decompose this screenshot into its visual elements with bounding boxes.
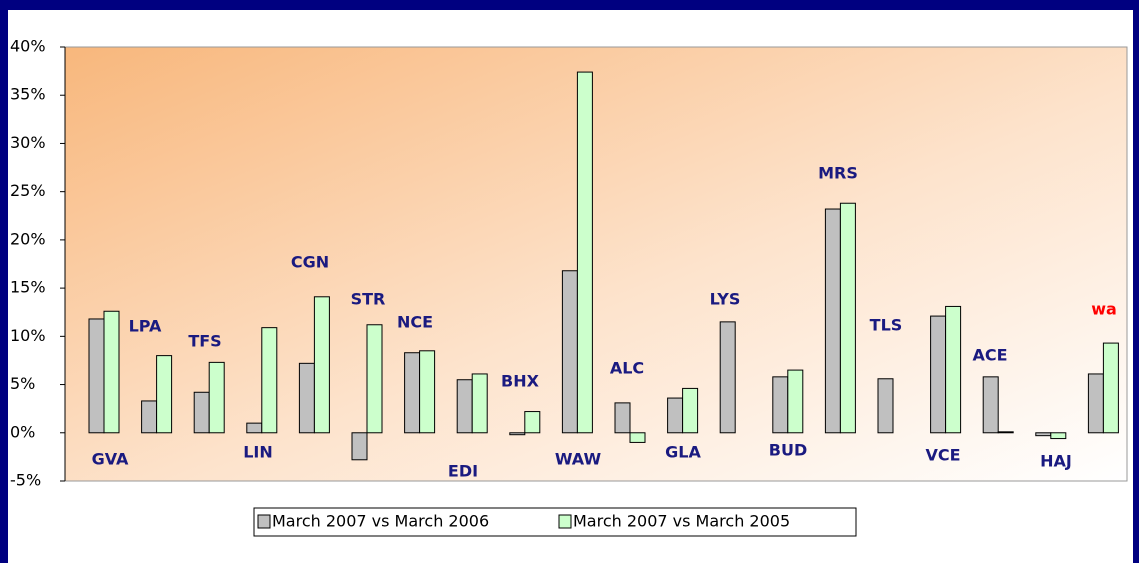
category-label: ACE [972,346,1007,365]
category-label: MRS [818,164,858,183]
category-label: TFS [188,332,221,351]
bar [561,270,578,434]
y-tick-label: 5% [10,374,35,393]
category-label: NCE [397,313,433,332]
category-label: GLA [665,443,701,462]
frame-right [1133,0,1139,563]
bar [156,355,173,434]
legend-label: March 2007 vs March 2006 [272,512,489,531]
bar [945,305,962,434]
category-label: HAJ [1040,452,1072,471]
bar [404,352,421,434]
bar [667,397,684,434]
bar [997,431,1014,434]
category-label: ALC [610,359,644,378]
bar [366,324,383,434]
bar [982,376,999,434]
y-tick-label: 35% [10,85,46,104]
category-label: wa [1091,300,1117,319]
bar [1035,432,1052,437]
bar [246,422,263,434]
y-tick-label: 40% [10,37,46,56]
category-label: STR [351,290,386,309]
bar [103,310,120,434]
y-tick-label: -5% [10,471,41,490]
category-label: BUD [769,441,807,460]
y-tick-label: 0% [10,422,35,441]
category-label: WAW [555,450,602,469]
bar [839,202,856,434]
y-tick-label: 15% [10,278,46,297]
frame-left [0,0,8,563]
bar [524,411,541,434]
category-label: GVA [92,450,129,469]
category-label: LPA [129,317,162,336]
category-label: VCE [925,446,960,465]
bar [208,361,225,434]
category-label: TLS [870,316,903,335]
bar [1102,342,1119,434]
bar [313,296,330,434]
bar [877,378,894,434]
bar [930,315,947,434]
bar [419,350,436,434]
bar [509,432,526,436]
bar [787,369,804,434]
y-tick-label: 30% [10,133,46,152]
bar [298,362,315,434]
category-label: CGN [291,253,329,272]
bar [193,391,210,434]
bar [824,208,841,434]
y-tick-label: 25% [10,181,46,200]
legend [253,507,857,537]
category-label: LYS [710,290,741,309]
category-label: BHX [501,372,540,391]
bar [629,432,646,443]
bar [261,327,278,434]
bar [719,321,736,434]
bar [576,71,593,434]
bar [88,318,105,434]
category-label: EDI [448,462,478,481]
bar [351,432,368,461]
frame-top [0,0,1139,10]
bar [471,373,488,434]
bar [1087,373,1104,434]
category-label: LIN [243,443,273,462]
y-tick-label: 10% [10,326,46,345]
bar [614,402,631,434]
bar [682,387,699,434]
bar [141,400,158,434]
bar [456,379,473,434]
bar [1050,432,1067,440]
bar [772,376,789,434]
legend-swatch [558,514,572,529]
legend-swatch [257,514,271,529]
legend-label: March 2007 vs March 2005 [573,512,790,531]
y-tick-label: 20% [10,229,46,248]
